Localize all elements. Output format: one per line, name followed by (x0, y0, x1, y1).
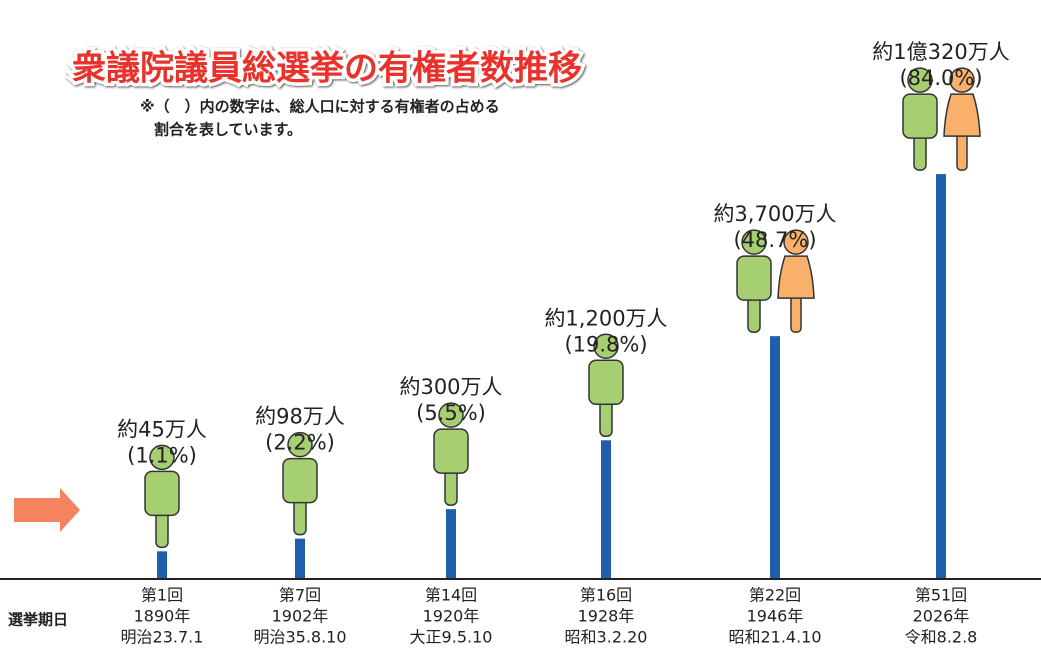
date-label: 令和8.2.8 (905, 628, 978, 647)
row-label: 選挙期日 (8, 611, 68, 629)
person-body (144, 470, 180, 517)
arrow (14, 488, 80, 532)
person-body (736, 255, 772, 301)
value-label: 約3,700万人 (713, 202, 836, 226)
bar (446, 509, 456, 578)
person-head (907, 67, 933, 93)
person-head (949, 67, 975, 93)
chart-title: 衆議院議員総選挙の有権者数推移 (72, 49, 582, 89)
person-body (433, 428, 469, 474)
person-body (943, 93, 981, 137)
date-label: 昭和21.4.10 (728, 628, 821, 647)
date-label: 大正9.5.10 (410, 628, 493, 647)
person-body (902, 93, 938, 139)
value-label: 約1億320万人 (872, 40, 1009, 64)
year-label: 1928年 (578, 607, 635, 626)
year-label: 1946年 (747, 607, 804, 626)
x-tick-label: 第22回 (749, 586, 801, 605)
share-label: (1.1%) (127, 443, 197, 467)
x-tick-label: 第51回 (915, 586, 967, 605)
x-tick-label: 第14回 (425, 586, 477, 605)
value-label: 約98万人 (255, 405, 345, 429)
date-label: 明治35.8.10 (253, 628, 346, 647)
bar (936, 174, 946, 578)
year-label: 1902年 (272, 607, 329, 626)
person-head (783, 229, 809, 255)
x-tick-label: 第16回 (580, 586, 632, 605)
value-label: 約45万人 (117, 417, 207, 441)
x-tick-label: 第7回 (279, 586, 321, 605)
value-label: 約1,200万人 (544, 306, 667, 330)
year-label: 1890年 (134, 607, 191, 626)
person-head (438, 402, 464, 428)
share-label: (84.0%) (899, 66, 982, 90)
person-body (588, 359, 624, 406)
value-label: 約300万人 (399, 375, 502, 399)
note-line: ※（ ）内の数字は、総人口に対する有権者の占める (140, 98, 500, 116)
person-body (282, 457, 318, 504)
bar (157, 551, 167, 578)
share-label: (2.2%) (265, 431, 335, 455)
bar (770, 336, 780, 578)
person-head (149, 444, 175, 471)
share-label: (48.7%) (733, 228, 816, 252)
date-label: 昭和3.2.20 (565, 628, 648, 647)
share-label: (19.8%) (564, 332, 647, 356)
person-body (777, 255, 815, 299)
person-head (741, 229, 767, 255)
x-tick-label: 第1回 (141, 586, 183, 605)
bar (601, 440, 611, 578)
person-head (593, 333, 619, 360)
year-label: 2026年 (913, 607, 970, 626)
share-label: (5.5%) (416, 401, 486, 425)
bar (295, 538, 305, 578)
year-label: 1920年 (423, 607, 480, 626)
person-head (287, 431, 313, 458)
note-line: 割合を表しています。 (154, 121, 302, 139)
date-label: 明治23.7.1 (121, 628, 204, 647)
